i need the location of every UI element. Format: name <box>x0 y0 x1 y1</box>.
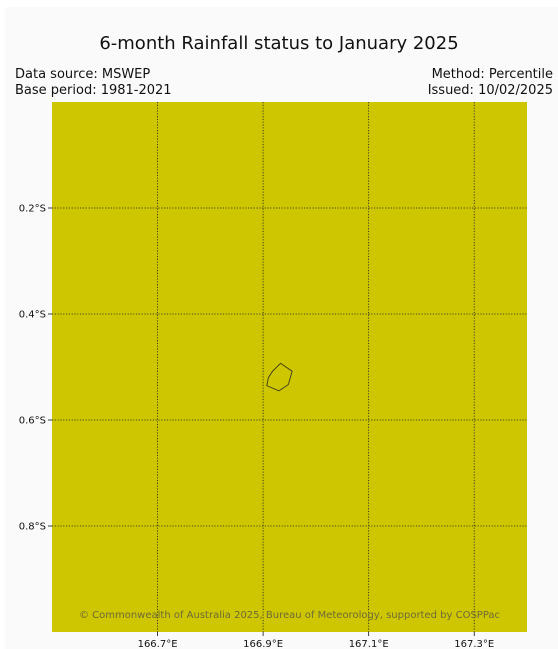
lon-tick-label: 167.1°E <box>349 639 389 649</box>
lon-tick-label: 167.3°E <box>454 639 494 649</box>
lon-tick-label: 166.9°E <box>243 639 283 649</box>
map-title: 6-month Rainfall status to January 2025 <box>99 33 459 54</box>
issued-label: Issued: 10/02/2025 <box>427 83 553 98</box>
map-area <box>52 102 527 632</box>
lon-tick-label: 166.7°E <box>138 639 178 649</box>
lat-tick-label: 0.2°S <box>19 204 46 215</box>
island-outline <box>266 362 293 392</box>
lat-tick-label: 0.8°S <box>19 522 46 533</box>
graticule <box>48 102 527 636</box>
method-label: Method: Percentile <box>431 67 553 82</box>
copyright-credit: © Commonwealth of Australia 2025, Bureau… <box>79 610 500 621</box>
longitude-labels: 166.7°E 166.9°E 167.1°E 167.3°E <box>138 639 495 649</box>
base-period-label: Base period: 1981-2021 <box>15 83 172 98</box>
lat-tick-label: 0.4°S <box>19 310 46 321</box>
data-source-label: Data source: MSWEP <box>15 67 151 82</box>
latitude-labels: 0.2°S 0.4°S 0.6°S 0.8°S <box>19 204 46 533</box>
lat-tick-label: 0.6°S <box>19 416 46 427</box>
